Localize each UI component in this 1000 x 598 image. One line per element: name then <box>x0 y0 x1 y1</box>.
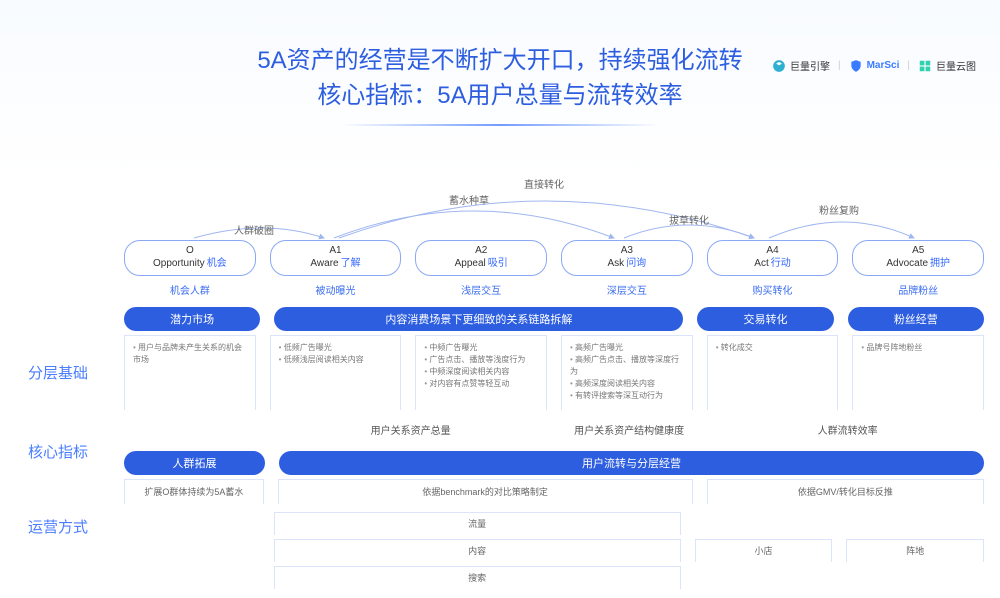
title-line2: 核心指标：5A用户总量与流转效率 <box>0 79 1000 114</box>
detail-item: 对内容有点赞等轻互动 <box>424 378 538 390</box>
detail-c3: 高频广告曝光高频广告点击、播放等深度行为高频深度阅读相关内容有转评搜索等深互动行… <box>561 335 693 410</box>
bottom-cell-base: 阵地 <box>846 539 984 562</box>
bottom-cell-search: 搜索 <box>274 566 681 589</box>
detail-c5: 品牌号阵地粉丝 <box>852 335 984 410</box>
ops-header-flow: 用户流转与分层经营 <box>279 451 984 475</box>
stage-A1: A1 Aware了解 <box>270 240 402 276</box>
detail-c0: 用户与品牌未产生关系的机会市场 <box>124 335 256 410</box>
detail-item: 广告点击、播放等浅度行为 <box>424 354 538 366</box>
stage-cn: 行动 <box>771 258 791 269</box>
stage-cn: 吸引 <box>488 258 508 269</box>
bottom-row: 流量 内容 搜索 小店 阵地 <box>124 512 984 589</box>
bottom-spacer <box>124 512 260 589</box>
bottom-stack: 流量 内容 搜索 <box>274 512 681 589</box>
page-title: 5A资产的经营是不断扩大开口，持续强化流转 核心指标：5A用户总量与流转效率 <box>0 44 1000 114</box>
detail-item: 品牌号阵地粉丝 <box>861 342 975 354</box>
detail-item: 有转评搜索等深互动行为 <box>570 390 684 402</box>
detail-item: 高频深度阅读相关内容 <box>570 378 684 390</box>
bottom-cell-shop: 小店 <box>695 539 833 562</box>
stage-code: A5 <box>853 245 983 258</box>
stage-en: Advocate <box>886 258 928 269</box>
stage-cn: 拥护 <box>930 258 950 269</box>
diagram-content: 人群破圈 蓄水种草 直接转化 拔草转化 粉丝复购 O Opportunity机会… <box>0 176 1000 589</box>
logo-separator: | <box>838 60 841 71</box>
detail-item: 用户与品牌未产生关系的机会市场 <box>133 342 247 366</box>
metric-empty <box>124 422 260 437</box>
bottom-cell-traffic: 流量 <box>274 512 681 535</box>
bottom-cell-content: 内容 <box>274 539 681 562</box>
detail-item: 低频广告曝光 <box>279 342 393 354</box>
stage-code: A2 <box>416 245 546 258</box>
logo-marsci-text: MarSci <box>867 60 900 71</box>
logo-juliang-text: 巨量引擎 <box>790 58 830 73</box>
stage-code: A3 <box>562 245 692 258</box>
arc-label-1: 人群破圈 <box>234 222 274 237</box>
group-header-fans: 粉丝经营 <box>848 307 984 331</box>
group-header-potential: 潜力市场 <box>124 307 260 331</box>
ops-sub-2: 依据benchmark的对比策略制定 <box>278 479 693 504</box>
logo-juliang: 巨量引擎 <box>772 58 830 73</box>
stage-en: Appeal <box>455 258 486 269</box>
ops-sub-row: 扩展O群体持续为5A蓄水 依据benchmark的对比策略制定 依据GMV/转化… <box>124 479 984 504</box>
stage-sub: 被动曝光 <box>270 282 402 297</box>
detail-c1: 低频广告曝光低频浅层阅读相关内容 <box>270 335 402 410</box>
detail-item: 中频深度阅读相关内容 <box>424 366 538 378</box>
stage-cn: 了解 <box>341 258 361 269</box>
metric-1: 用户关系资产总量 <box>274 422 547 437</box>
header-logos: 巨量引擎 | MarSci | 巨量云图 <box>772 58 976 73</box>
group-header-content: 内容消费场景下更细致的关系链路拆解 <box>274 307 683 331</box>
stage-sub: 深层交互 <box>561 282 693 297</box>
stage-A5: A5 Advocate拥护 <box>852 240 984 276</box>
group-headers: 潜力市场 内容消费场景下更细致的关系链路拆解 交易转化 粉丝经营 <box>124 307 984 331</box>
detail-item: 高频广告点击、播放等深度行为 <box>570 354 684 378</box>
ops-headers: 人群拓展 用户流转与分层经营 <box>124 451 984 475</box>
logo-yuntu: 巨量云图 <box>918 58 976 73</box>
stage-cn: 问询 <box>626 258 646 269</box>
logo-marsci: MarSci <box>849 59 900 73</box>
stage-en: Opportunity <box>153 258 205 269</box>
stage-sub: 浅层交互 <box>415 282 547 297</box>
stage-code: O <box>125 245 255 258</box>
ops-sub-3: 依据GMV/转化目标反推 <box>707 479 984 504</box>
metric-2: 用户关系资产结构健康度 <box>561 422 697 437</box>
arc-label-3: 直接转化 <box>524 176 564 191</box>
grid-icon <box>918 59 932 73</box>
title-underline <box>340 124 660 126</box>
logo-separator: | <box>907 60 910 71</box>
stage-code: A4 <box>708 245 838 258</box>
detail-item: 高频广告曝光 <box>570 342 684 354</box>
stage-A2: A2 Appeal吸引 <box>415 240 547 276</box>
stage-A3: A3 Ask问询 <box>561 240 693 276</box>
stage-subs: 机会人群 被动曝光 浅层交互 深层交互 购买转化 品牌粉丝 <box>124 282 984 297</box>
arc-label-5: 粉丝复购 <box>819 202 859 217</box>
stage-code: A1 <box>271 245 401 258</box>
shield-icon <box>849 59 863 73</box>
metric-3: 人群流转效率 <box>711 422 984 437</box>
stage-O: O Opportunity机会 <box>124 240 256 276</box>
stage-sub: 品牌粉丝 <box>852 282 984 297</box>
detail-c4: 转化成交 <box>707 335 839 410</box>
metric-row: 用户关系资产总量 用户关系资产结构健康度 人群流转效率 <box>124 422 984 437</box>
arc-label-2: 蓄水种草 <box>449 192 489 207</box>
detail-item: 低频浅层阅读相关内容 <box>279 354 393 366</box>
stage-A4: A4 Act行动 <box>707 240 839 276</box>
stage-en: Aware <box>310 258 338 269</box>
arc-label-4: 拔草转化 <box>669 212 709 227</box>
group-header-trade: 交易转化 <box>697 307 833 331</box>
ops-header-expand: 人群拓展 <box>124 451 265 475</box>
arc-row: 人群破圈 蓄水种草 直接转化 拔草转化 粉丝复购 <box>124 176 984 240</box>
stage-sub: 购买转化 <box>707 282 839 297</box>
logo-yuntu-text: 巨量云图 <box>936 58 976 73</box>
stage-pills: O Opportunity机会 A1 Aware了解 A2 Appeal吸引 A… <box>124 240 984 276</box>
detail-item: 中频广告曝光 <box>424 342 538 354</box>
swirl-icon <box>772 59 786 73</box>
stage-cn: 机会 <box>207 258 227 269</box>
ops-sub-1: 扩展O群体持续为5A蓄水 <box>124 479 264 504</box>
detail-c2: 中频广告曝光广告点击、播放等浅度行为中频深度阅读相关内容对内容有点赞等轻互动 <box>415 335 547 410</box>
stage-sub: 机会人群 <box>124 282 256 297</box>
stage-en: Act <box>754 258 768 269</box>
detail-item: 转化成交 <box>716 342 830 354</box>
detail-row: 用户与品牌未产生关系的机会市场 低频广告曝光低频浅层阅读相关内容 中频广告曝光广… <box>124 335 984 410</box>
stage-en: Ask <box>608 258 625 269</box>
